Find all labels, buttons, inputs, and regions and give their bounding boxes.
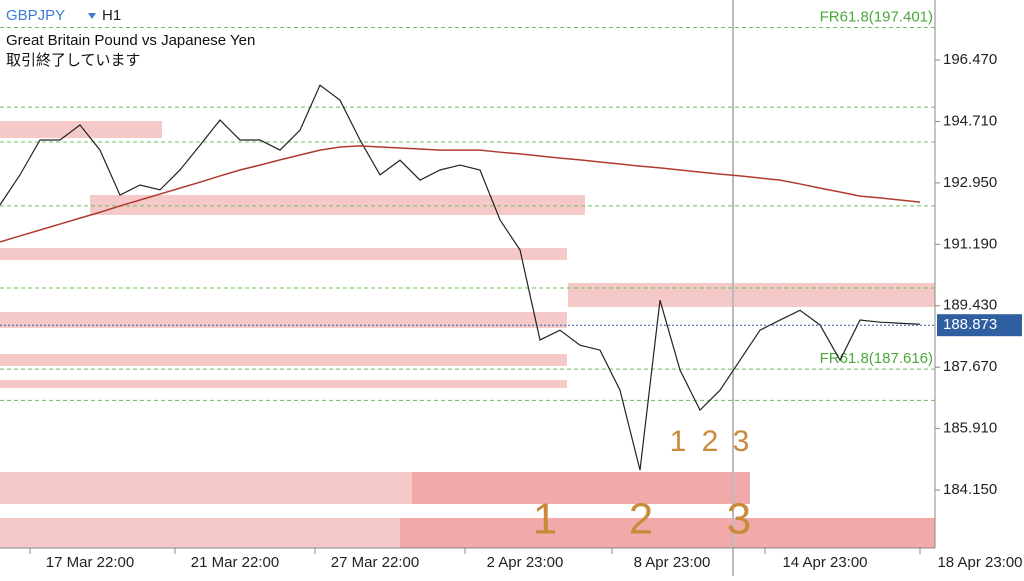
y-tick-label: 194.710 (943, 112, 997, 129)
annotation-small: 3 (733, 425, 750, 458)
symbol[interactable]: GBPJPY (6, 7, 65, 24)
zone (0, 248, 567, 260)
zone (90, 195, 585, 215)
current-price-label: 188.873 (943, 316, 997, 333)
x-tick-label: 17 Mar 22:00 (46, 554, 134, 571)
x-tick-label: 18 Apr 23:00 (937, 554, 1022, 571)
zone (0, 380, 567, 388)
annotation-small: 2 (702, 425, 719, 458)
zones (0, 121, 935, 548)
x-tick-label: 21 Mar 22:00 (191, 554, 279, 571)
y-tick-label: 185.910 (943, 420, 997, 437)
zone (0, 312, 567, 328)
dropdown-icon[interactable] (88, 13, 96, 19)
x-tick-label: 14 Apr 23:00 (782, 554, 867, 571)
zone (568, 283, 935, 307)
status: 取引終了しています (6, 52, 141, 69)
zone (0, 472, 412, 504)
fib-label: FR61.8(187.616) (820, 350, 933, 367)
y-tick-label: 192.950 (943, 174, 997, 191)
zone (400, 518, 935, 548)
x-tick-label: 27 Mar 22:00 (331, 554, 419, 571)
annotation-large: 3 (727, 495, 751, 544)
price-line (0, 145, 921, 243)
y-tick-label: 191.190 (943, 235, 997, 252)
zone (0, 121, 162, 138)
timeframe[interactable]: H1 (102, 7, 121, 24)
annotation-large: 1 (533, 495, 557, 544)
current-price-box (937, 314, 1022, 337)
zone (412, 472, 750, 504)
x-tick-label: 2 Apr 23:00 (487, 554, 564, 571)
zone (0, 518, 400, 548)
y-tick-label: 189.430 (943, 297, 997, 314)
y-tick-label: 187.670 (943, 358, 997, 375)
description: Great Britain Pound vs Japanese Yen (6, 32, 255, 49)
x-tick-label: 8 Apr 23:00 (634, 554, 711, 571)
annotation-small: 1 (670, 425, 687, 458)
annotation-large: 2 (629, 495, 653, 544)
y-tick-label: 184.150 (943, 481, 997, 498)
fib-label: FR61.8(197.401) (820, 9, 933, 26)
zone (0, 354, 567, 366)
y-tick-label: 196.470 (943, 51, 997, 68)
price-line (0, 84, 921, 471)
